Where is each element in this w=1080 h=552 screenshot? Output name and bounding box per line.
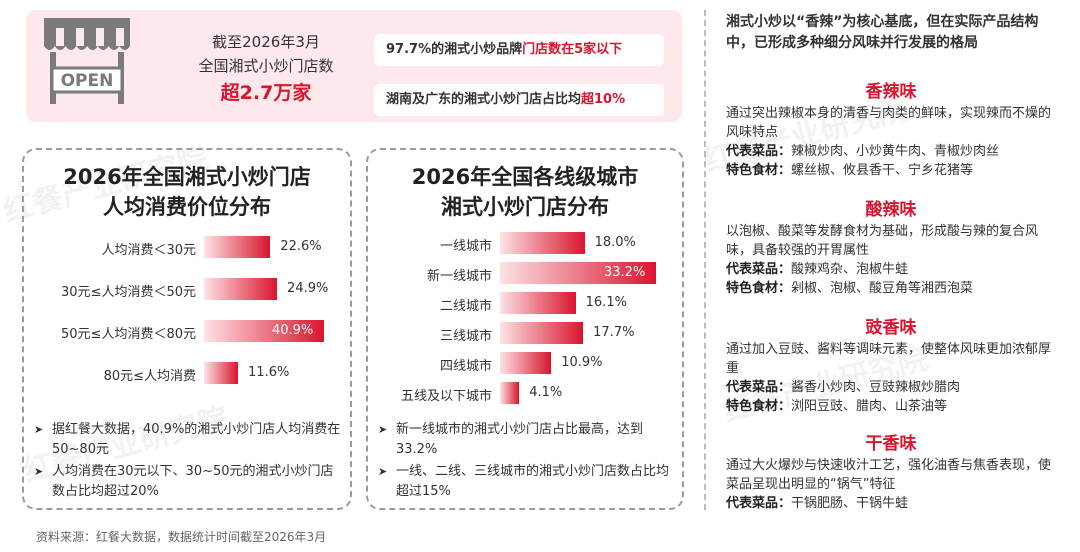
bar [500,232,585,254]
bar-value-label: 4.1% [529,385,563,400]
bar-category-label: 新一线城市 [426,269,492,284]
column-divider [704,10,706,510]
flavor-desc: 通过加入豆豉、酱料等调味元素，使整体风味更加浓郁厚重 [726,342,1052,376]
source-note: 资料来源：红餐大数据，数据统计时间截至2026年3月 [36,530,327,544]
bar-value-label: 22.6% [280,239,322,254]
store-sign-text: OPEN [61,71,114,91]
ingredients-label: 特色食材： [726,163,792,178]
flavor-block-xiangla: 香辣味 通过突出辣椒本身的清香与肉类的鲜味，实现辣而不燥的风味特点 代表菜品：辣… [726,80,1056,180]
flavor-dishes: 代表菜品：酱香小炒肉、豆豉辣椒炒腊肉 [726,378,1056,397]
bar [500,322,584,344]
flavor-desc: 通过突出辣椒本身的清香与肉类的鲜味，实现辣而不燥的风味特点 [726,106,1052,140]
dishes-value: 干锅肥肠、干锅牛蛙 [791,496,909,511]
arrow-icon: ➤ [34,423,44,436]
bar [204,278,278,300]
flavor-title: 香辣味 [865,82,917,102]
bullet-text: 新一线城市的湘式小炒门店占比最高，达到33.2% [396,422,644,457]
bullet-text: 一线、二线、三线城市的湘式小炒门店数占比均超过15% [396,464,670,499]
pill1-highlight: 门店数在5家以下 [522,42,623,57]
bar [500,292,576,314]
bullet-item: ➤ 一线、二线、三线城市的湘式小炒门店数占比均超过15% [378,462,678,502]
bar-value-label: 40.9% [272,323,314,338]
bar-value-label: 33.2% [604,265,646,280]
bullet-item: ➤ 新一线城市的湘式小炒门店占比最高，达到33.2% [378,420,678,460]
bar-category-label: 人均消费＜30元 [101,243,196,258]
bar-category-label: 四线城市 [439,359,492,374]
city-tier-panel: 2026年全国各线级城市 湘式小炒门店分布 ➤ 新一线城市的湘式小炒门店占比最高，… [366,148,684,510]
bar-value-label: 10.9% [561,355,603,370]
flavor-dishes: 代表菜品：酸辣鸡杂、泡椒牛蛙 [726,260,1056,279]
pill2-highlight: 超10% [581,92,626,107]
flavor-column: 湘式小炒以“香辣”为核心基底，但在实际产品结构中，已形成多种细分风味并行发展的格… [726,12,1056,511]
arrow-icon: ➤ [34,465,44,478]
stat-value: 超2.7万家 [220,82,312,104]
store-open-icon: OPEN [44,18,130,104]
flavor-block-suanla: 酸辣味 以泡椒、酸菜等发酵食材为基础，形成酸与辣的复合风味，具备较强的开胃属性 … [726,198,1056,298]
bar-category-label: 50元≤人均消费＜80元 [61,327,196,342]
flavor-ingredients: 特色食材：螺丝椒、攸县香干、宁乡花猪等 [726,161,1056,180]
top-banner: OPEN 截至2026年3月 全国湘式小炒门店数 超2.7万家 97.7%的湘式… [26,10,682,122]
bullet-text: 人均消费在30元以下、30~50元的湘式小炒门店数占比均超过20% [52,464,334,499]
dishes-label: 代表菜品： [726,496,792,511]
bar [500,352,552,374]
flavor-dishes: 代表菜品：辣椒炒肉、小炒黄牛肉、青椒炒肉丝 [726,142,1056,161]
flavor-ingredients: 特色食材：剁椒、泡椒、酸豆角等湘西泡菜 [726,279,1056,298]
stat-date: 截至2026年3月 [212,33,320,51]
flavor-intro: 湘式小炒以“香辣”为核心基底，但在实际产品结构中，已形成多种细分风味并行发展的格… [726,14,1039,51]
arrow-icon: ➤ [378,423,388,436]
panel-title-line1: 2026年全国湘式小炒门店 [63,165,311,189]
pill2-pre: 湖南及广东的湘式小炒门店占比均 [386,92,582,107]
panel-title-line2: 湘式小炒门店分布 [441,195,609,219]
ingredients-value: 螺丝椒、攸县香干、宁乡花猪等 [791,163,974,178]
flavor-title: 干香味 [865,434,917,454]
flavor-block-chixiang: 豉香味 通过加入豆豉、酱料等调味元素，使整体风味更加浓郁厚重 代表菜品：酱香小炒… [726,316,1056,416]
ingredients-value: 剁椒、泡椒、酸豆角等湘西泡菜 [791,281,974,296]
flavor-dishes: 代表菜品：干锅肥肠、干锅牛蛙 [726,494,1056,513]
bar-category-label: 一线城市 [439,239,492,254]
flavor-block-ganxiang: 干香味 通过大火爆炒与快速收汁工艺，强化油香与焦香表现，使菜品呈现出明显的“锅气… [726,432,1056,513]
stat-label: 全国湘式小炒门店数 [198,57,334,75]
ingredients-value: 浏阳豆豉、腊肉、山茶油等 [791,399,948,414]
arrow-icon: ➤ [378,465,388,478]
flavor-ingredients: 特色食材：浏阳豆豉、腊肉、山茶油等 [726,397,1056,416]
dishes-label: 代表菜品： [726,380,792,395]
region-share-pill: 湖南及广东的湘式小炒门店占比均超10% [374,84,664,116]
price-distribution-panel: 2026年全国湘式小炒门店 人均消费价位分布 ➤ 据红餐大数据，40.9%的湘式小… [22,148,352,510]
bar [204,320,324,342]
flavor-title: 酸辣味 [865,200,917,220]
ingredients-label: 特色食材： [726,281,792,296]
bar-category-label: 30元≤人均消费＜50元 [61,285,196,300]
bar-value-label: 18.0% [594,235,636,250]
bullet-item: ➤ 据红餐大数据，40.9%的湘式小炒门店人均消费在50~80元 [34,420,344,460]
dishes-label: 代表菜品： [726,144,792,159]
bar [500,382,520,404]
bar-value-label: 11.6% [248,365,290,380]
bar [204,362,239,384]
panel-title-line2: 人均消费价位分布 [103,195,271,219]
bullet-text: 据红餐大数据，40.9%的湘式小炒门店人均消费在50~80元 [52,422,341,457]
brand-store-pill: 97.7%的湘式小炒品牌门店数在5家以下 [374,34,664,66]
bar-category-label: 二线城市 [439,299,492,314]
dishes-value: 酸辣鸡杂、泡椒牛蛙 [791,262,909,277]
panel-title-line1: 2026年全国各线级城市 [411,165,639,189]
bar-category-label: 五线及以下城市 [400,389,492,404]
bar-category-label: 80元≤人均消费 [103,369,196,384]
bar [500,262,656,284]
flavor-desc: 通过大火爆炒与快速收汁工艺，强化油香与焦香表现，使菜品呈现出明显的“锅气”特征 [726,458,1052,492]
bar-category-label: 三线城市 [439,329,492,344]
store-count-stat: 截至2026年3月 全国湘式小炒门店数 超2.7万家 [176,30,356,108]
bullet-item: ➤ 人均消费在30元以下、30~50元的湘式小炒门店数占比均超过20% [34,462,344,502]
bar-value-label: 17.7% [593,325,635,340]
bar-value-label: 24.9% [287,281,329,296]
dishes-value: 辣椒炒肉、小炒黄牛肉、青椒炒肉丝 [791,144,1000,159]
bar-value-label: 16.1% [585,295,627,310]
flavor-title: 豉香味 [865,318,917,338]
dishes-label: 代表菜品： [726,262,792,277]
dishes-value: 酱香小炒肉、豆豉辣椒炒腊肉 [791,380,961,395]
ingredients-label: 特色食材： [726,399,792,414]
bar [204,236,271,258]
flavor-desc: 以泡椒、酸菜等发酵食材为基础，形成酸与辣的复合风味，具备较强的开胃属性 [726,224,1039,258]
pill1-pre: 97.7%的湘式小炒品牌 [386,42,523,57]
